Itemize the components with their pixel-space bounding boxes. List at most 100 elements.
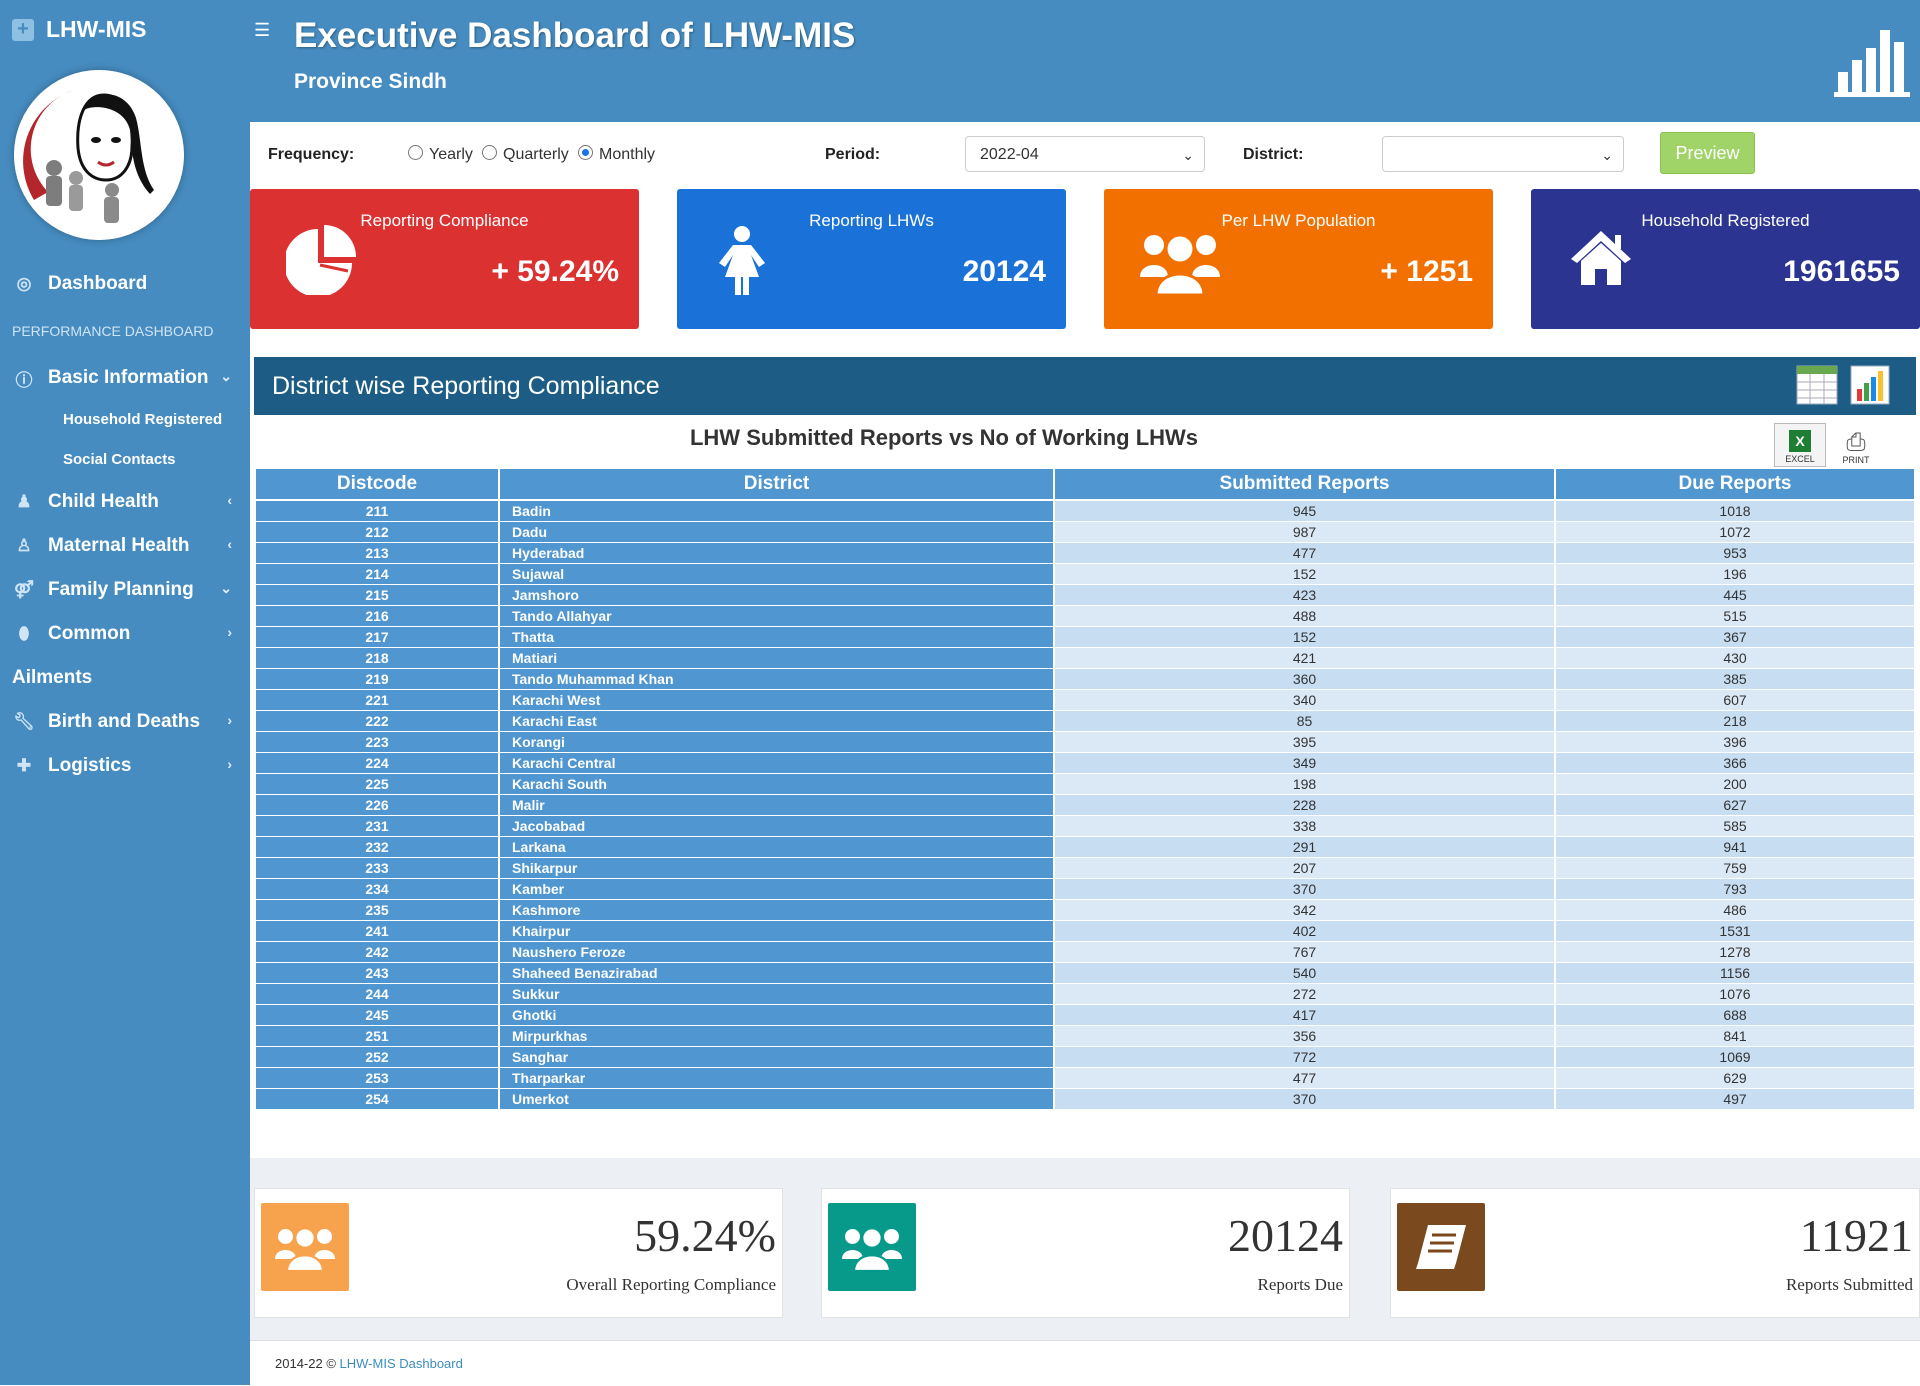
footer-link[interactable]: LHW-MIS Dashboard (339, 1356, 463, 1371)
sidebar-item-basic-information[interactable]: ⓘ Basic Information ⌄ (0, 356, 250, 400)
card-title: Reporting LHWs (809, 211, 934, 230)
cell-submitted-reports: 477 (1053, 1067, 1556, 1089)
cell-distcode: 242 (254, 941, 500, 963)
bar-chart-icon (1830, 20, 1914, 105)
print-button[interactable]: ⎙ PRINT (1830, 423, 1882, 467)
cell-district: Naushero Feroze (498, 941, 1055, 963)
cell-distcode: 216 (254, 605, 500, 627)
cell-due-reports: 396 (1554, 731, 1916, 753)
card-reporting-compliance: Reporting Compliance + 59.24% (250, 189, 639, 329)
sidebar-subitem-social-contacts[interactable]: Social Contacts (63, 451, 176, 468)
sidebar-item-label: Birth and Deaths (48, 711, 201, 732)
sidebar-item-child-health[interactable]: ♟ Child Health ‹ (0, 480, 250, 524)
sidebar-item-logistics[interactable]: ✚ Logistics › (0, 744, 250, 788)
cell-due-reports: 515 (1554, 605, 1916, 627)
cell-distcode: 218 (254, 647, 500, 669)
cell-distcode: 222 (254, 710, 500, 732)
period-select[interactable]: 2022-04 ⌄ (965, 136, 1205, 172)
cell-due-reports: 367 (1554, 626, 1916, 648)
radio-circle[interactable] (482, 144, 497, 160)
brand[interactable]: + LHW-MIS (12, 16, 146, 43)
cell-district: Sujawal (498, 563, 1055, 585)
sidebar-item-maternal-health[interactable]: ♙ Maternal Health ‹ (0, 524, 250, 568)
radio-circle[interactable] (408, 144, 423, 160)
cell-due-reports: 688 (1554, 1004, 1916, 1026)
cell-due-reports: 1072 (1554, 521, 1916, 543)
cell-district: Karachi South (498, 773, 1055, 795)
sidebar-item-common[interactable]: ⬮ Common › (0, 612, 250, 656)
card-value: 20124 (962, 255, 1046, 288)
cell-submitted-reports: 207 (1053, 857, 1556, 879)
cell-district: Matiari (498, 647, 1055, 669)
radio-label: Yearly (429, 146, 473, 163)
chevron-down-icon: ⌄ (1601, 147, 1613, 163)
column-header-submitted-reports[interactable]: Submitted Reports (1053, 467, 1556, 501)
excel-label: EXCEL (1785, 454, 1815, 464)
cell-submitted-reports: 772 (1053, 1046, 1556, 1068)
sidebar-item-dashboard[interactable]: ◎ Dashboard (0, 262, 250, 306)
menu-toggle-icon[interactable]: ☰ (254, 20, 271, 40)
sidebar-subitem-household-registered[interactable]: Household Registered (63, 411, 223, 428)
preview-button[interactable]: Preview (1660, 132, 1755, 174)
cell-submitted-reports: 417 (1053, 1004, 1556, 1026)
radio-quarterly[interactable]: Quarterly (482, 144, 569, 164)
period-value: 2022-04 (980, 146, 1039, 163)
gender-icon: ⚤ (14, 580, 34, 599)
sidebar-item-label: Dashboard (48, 273, 148, 294)
cell-due-reports: 196 (1554, 563, 1916, 585)
column-header-due-reports[interactable]: Due Reports (1554, 467, 1916, 501)
chevron-right-icon: › (227, 712, 232, 728)
users-icon (828, 1203, 916, 1291)
table-row: 253 Tharparkar 477 629 (254, 1067, 1916, 1089)
radio-yearly[interactable]: Yearly (408, 144, 473, 164)
radio-circle-selected[interactable] (578, 144, 593, 160)
cell-submitted-reports: 423 (1053, 584, 1556, 606)
table-row: 252 Sanghar 772 1069 (254, 1046, 1916, 1068)
table-row: 219 Tando Muhammad Khan 360 385 (254, 668, 1916, 690)
column-header-distcode[interactable]: Distcode (254, 467, 500, 501)
sidebar-item-label: Family Planning (48, 579, 194, 600)
home-icon (1569, 229, 1633, 290)
cell-submitted-reports: 395 (1053, 731, 1556, 753)
cell-due-reports: 430 (1554, 647, 1916, 669)
table-row: 215 Jamshoro 423 445 (254, 584, 1916, 606)
column-header-district[interactable]: District (498, 467, 1055, 501)
excel-export-button[interactable]: X EXCEL (1774, 423, 1826, 467)
cell-distcode: 211 (254, 500, 500, 522)
cell-submitted-reports: 987 (1053, 521, 1556, 543)
cell-district: Larkana (498, 836, 1055, 858)
cell-distcode: 219 (254, 668, 500, 690)
sidebar-item-family-planning[interactable]: ⚤ Family Planning ⌄ (0, 568, 250, 612)
plus-square-icon: + (12, 18, 34, 41)
cell-district: Shaheed Benazirabad (498, 962, 1055, 984)
chart-view-icon[interactable] (1850, 365, 1890, 426)
sidebar-item-birth-and-deaths[interactable]: 🔧︎ Birth and Deaths › (0, 700, 250, 744)
cell-due-reports: 445 (1554, 584, 1916, 606)
cell-submitted-reports: 370 (1053, 1088, 1556, 1110)
card-value: + 59.24% (491, 255, 619, 288)
table-view-icon[interactable] (1796, 365, 1838, 426)
summary-box-reports-submitted: 11921 Reports Submitted (1390, 1188, 1920, 1318)
cell-due-reports: 759 (1554, 857, 1916, 879)
table-title: LHW Submitted Reports vs No of Working L… (689, 425, 1199, 450)
cell-district: Thatta (498, 626, 1055, 648)
print-label: PRINT (1842, 455, 1870, 465)
female-icon (715, 225, 769, 302)
table-row: 218 Matiari 421 430 (254, 647, 1916, 669)
district-select[interactable]: ⌄ (1382, 136, 1624, 172)
cell-distcode: 212 (254, 521, 500, 543)
table-row: 254 Umerkot 370 497 (254, 1088, 1916, 1110)
card-reporting-lhws: Reporting LHWs 20124 (677, 189, 1066, 329)
card-household-registered: Household Registered 1961655 (1531, 189, 1920, 329)
table-row: 245 Ghotki 417 688 (254, 1004, 1916, 1026)
page-subtitle: Province Sindh (294, 70, 447, 93)
cell-due-reports: 1156 (1554, 962, 1916, 984)
sidebar-item-label: Maternal Health (48, 535, 190, 556)
cell-submitted-reports: 152 (1053, 563, 1556, 585)
radio-monthly[interactable]: Monthly (578, 144, 655, 164)
cell-district: Kashmore (498, 899, 1055, 921)
table-row: 213 Hyderabad 477 953 (254, 542, 1916, 564)
sidebar-item-ailments[interactable]: Ailments (0, 656, 250, 700)
chevron-down-icon: ⌄ (220, 580, 232, 596)
top-header: ☰ Executive Dashboard of LHW-MIS Provinc… (250, 0, 1920, 122)
